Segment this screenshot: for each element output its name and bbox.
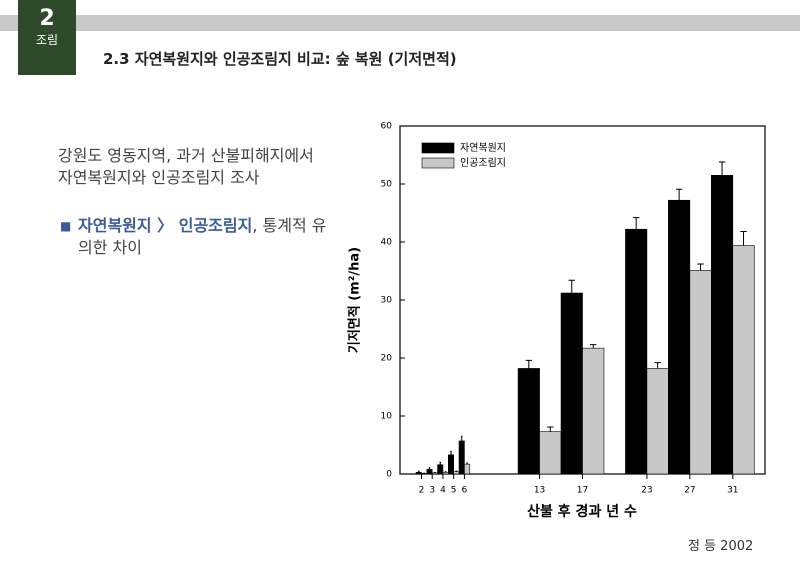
bar <box>689 270 712 475</box>
x-tick-label: 13 <box>534 486 545 496</box>
y-axis-label: 기저면적 (m²/ha) <box>347 247 363 353</box>
bullet: ■ 자연복원지 〉 인공조림지, 통계적 유의한 차이 <box>60 216 327 257</box>
badge-number: 2 <box>39 6 55 31</box>
y-tick-label: 20 <box>381 354 393 364</box>
y-tick-label: 30 <box>381 296 393 306</box>
error-bar <box>697 263 704 271</box>
header-band <box>0 15 800 31</box>
y-tick-label: 50 <box>381 180 393 190</box>
bar <box>448 454 454 475</box>
bar <box>453 471 460 475</box>
error-bar <box>439 461 442 465</box>
x-tick-label: 23 <box>641 486 652 496</box>
error-bar <box>460 435 463 441</box>
x-tick-label: 3 <box>429 486 435 496</box>
bar <box>539 431 562 475</box>
bar <box>442 471 449 475</box>
badge-label: 조림 <box>35 33 59 47</box>
x-tick-label: 2 <box>419 486 425 496</box>
error-bar <box>654 362 661 369</box>
bar <box>517 368 540 475</box>
legend-label: 자연복원지 <box>460 142 506 154</box>
bar <box>464 463 471 475</box>
bullet-highlight: 자연복원지 〉 인공조림지 <box>78 216 253 235</box>
bar <box>625 228 648 475</box>
slide-title: 2.3 자연복원지와 인공조림지 비교: 숲 복원 (기저면적) <box>103 50 457 68</box>
y-tick-label: 0 <box>386 470 392 480</box>
x-tick-label: 6 <box>462 486 468 496</box>
legend-label: 인공조림지 <box>460 157 506 169</box>
y-tick-label: 40 <box>381 238 393 248</box>
bar <box>437 464 444 475</box>
x-axis-label: 산불 후 경과 년 수 <box>527 503 637 520</box>
badge: 2 조림 <box>18 0 76 75</box>
error-bar <box>740 231 747 246</box>
bar <box>458 440 465 475</box>
error-bar <box>632 217 640 230</box>
bar <box>732 245 755 475</box>
bar <box>711 175 734 475</box>
error-bar <box>466 462 468 465</box>
body-text: 강원도 영동지역, 과거 산불피해지에서 자연복원지와 인공조림지 조사 <box>58 146 314 187</box>
bar <box>646 368 669 475</box>
legend-swatch <box>421 157 455 169</box>
legend-swatch <box>421 142 455 154</box>
bar <box>426 469 433 475</box>
y-tick-label: 10 <box>381 412 393 422</box>
error-bar <box>444 471 447 473</box>
x-tick-label: 17 <box>577 486 588 496</box>
error-bar <box>455 470 458 472</box>
error-bar <box>590 344 597 349</box>
bar <box>415 471 422 475</box>
error-bar <box>718 161 726 176</box>
x-tick-label: 31 <box>727 486 738 496</box>
error-bar <box>525 359 533 369</box>
error-bar <box>547 426 554 432</box>
source: 정 등 2002 <box>688 539 754 554</box>
bullet-text: , 통계적 유의한 차이 <box>78 216 327 257</box>
error-bar <box>428 467 431 470</box>
y-tick-label: 60 <box>381 122 393 132</box>
x-tick-label: 27 <box>684 486 695 496</box>
x-tick-label: 5 <box>451 486 457 496</box>
bar <box>582 347 605 475</box>
bar <box>668 199 691 475</box>
error-bar <box>417 470 420 473</box>
error-bar <box>450 450 452 455</box>
error-bar <box>568 279 575 294</box>
x-tick-label: 4 <box>440 486 446 496</box>
error-bar <box>675 188 683 201</box>
bar <box>560 292 583 475</box>
